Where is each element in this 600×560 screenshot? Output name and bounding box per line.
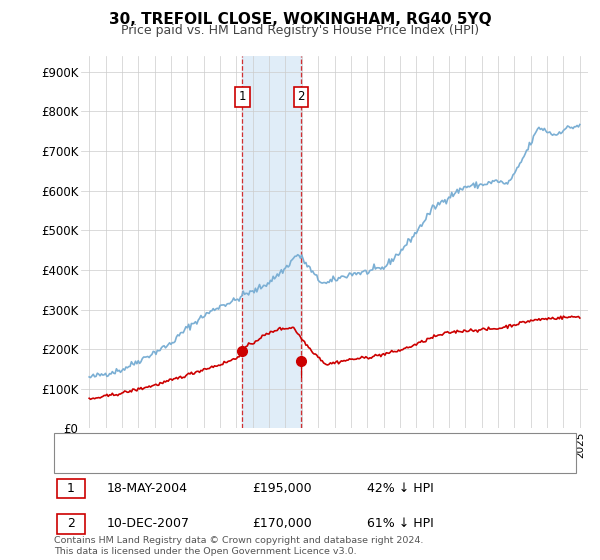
Text: £195,000: £195,000 xyxy=(253,482,312,495)
FancyBboxPatch shape xyxy=(56,479,85,498)
Text: Contains HM Land Registry data © Crown copyright and database right 2024.
This d: Contains HM Land Registry data © Crown c… xyxy=(54,536,424,556)
Text: 2: 2 xyxy=(297,91,305,104)
Text: 2: 2 xyxy=(67,517,74,530)
Text: 61% ↓ HPI: 61% ↓ HPI xyxy=(367,517,434,530)
Bar xyxy=(242,56,301,428)
Text: Price paid vs. HM Land Registry's House Price Index (HPI): Price paid vs. HM Land Registry's House … xyxy=(121,24,479,36)
Text: HPI: Average price, detached house, Wokingham: HPI: Average price, detached house, Woki… xyxy=(101,456,389,469)
FancyBboxPatch shape xyxy=(56,514,85,534)
Text: 18-MAY-2004: 18-MAY-2004 xyxy=(106,482,187,495)
Text: 1: 1 xyxy=(239,91,246,104)
Text: £170,000: £170,000 xyxy=(253,517,312,530)
FancyBboxPatch shape xyxy=(54,433,576,473)
Text: 30, TREFOIL CLOSE, WOKINGHAM, RG40 5YQ (detached house): 30, TREFOIL CLOSE, WOKINGHAM, RG40 5YQ (… xyxy=(101,437,473,450)
Text: 10-DEC-2007: 10-DEC-2007 xyxy=(106,517,189,530)
Text: 42% ↓ HPI: 42% ↓ HPI xyxy=(367,482,434,495)
Text: 30, TREFOIL CLOSE, WOKINGHAM, RG40 5YQ: 30, TREFOIL CLOSE, WOKINGHAM, RG40 5YQ xyxy=(109,12,491,27)
Text: 1: 1 xyxy=(67,482,74,495)
